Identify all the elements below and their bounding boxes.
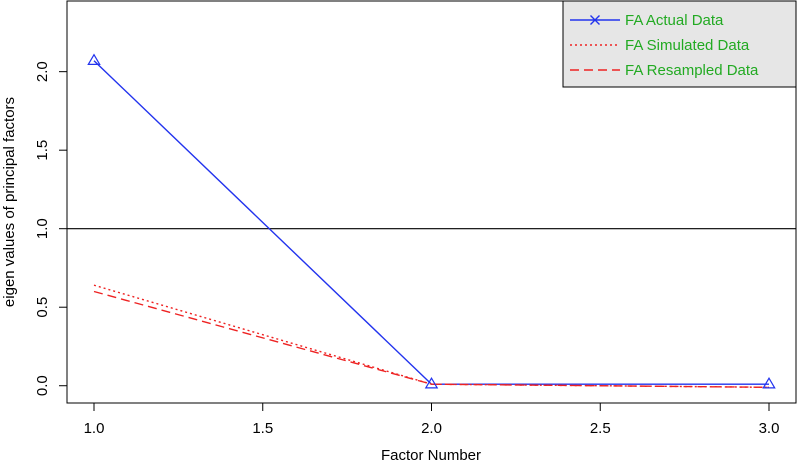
x-axis-label: Factor Number xyxy=(381,447,481,464)
series-line-0 xyxy=(93,60,769,385)
y-tick-label: 1.5 xyxy=(34,140,51,161)
series-line-1 xyxy=(93,284,770,388)
x-axis: 1.0 1.5 2.0 2.5 3.0 xyxy=(84,402,780,437)
legend-label-2: FA Resampled Data xyxy=(625,62,759,79)
data-point-marker-0-0 xyxy=(87,53,101,66)
legend-cross-icon xyxy=(590,15,600,25)
x-tick-label: 2.5 xyxy=(590,420,611,437)
y-tick-label: 0.0 xyxy=(34,375,51,396)
legend-label-1: FA Simulated Data xyxy=(625,37,750,54)
data-point-marker-0-2 xyxy=(762,377,776,389)
y-axis: 0.0 0.5 1.0 1.5 2.0 xyxy=(34,61,68,396)
x-tick-label: 3.0 xyxy=(759,420,780,437)
legend-label-0: FA Actual Data xyxy=(625,12,724,29)
data-point-marker-0-1 xyxy=(424,377,439,389)
series-layer xyxy=(93,60,770,388)
x-tick-label: 1.5 xyxy=(252,420,273,437)
y-tick-label: 2.0 xyxy=(34,61,51,82)
series-line-2 xyxy=(93,290,770,388)
legend: FA Actual Data FA Simulated Data FA Resamp… xyxy=(562,0,797,88)
x-tick-label: 1.0 xyxy=(84,420,105,437)
legend-box xyxy=(562,0,797,88)
y-tick-label: 1.0 xyxy=(34,218,51,239)
x-tick-label: 2.0 xyxy=(421,420,442,437)
marker-layer xyxy=(87,53,776,389)
y-tick-label: 0.5 xyxy=(34,297,51,318)
y-axis-label: eigen values of principal factors xyxy=(1,97,18,307)
